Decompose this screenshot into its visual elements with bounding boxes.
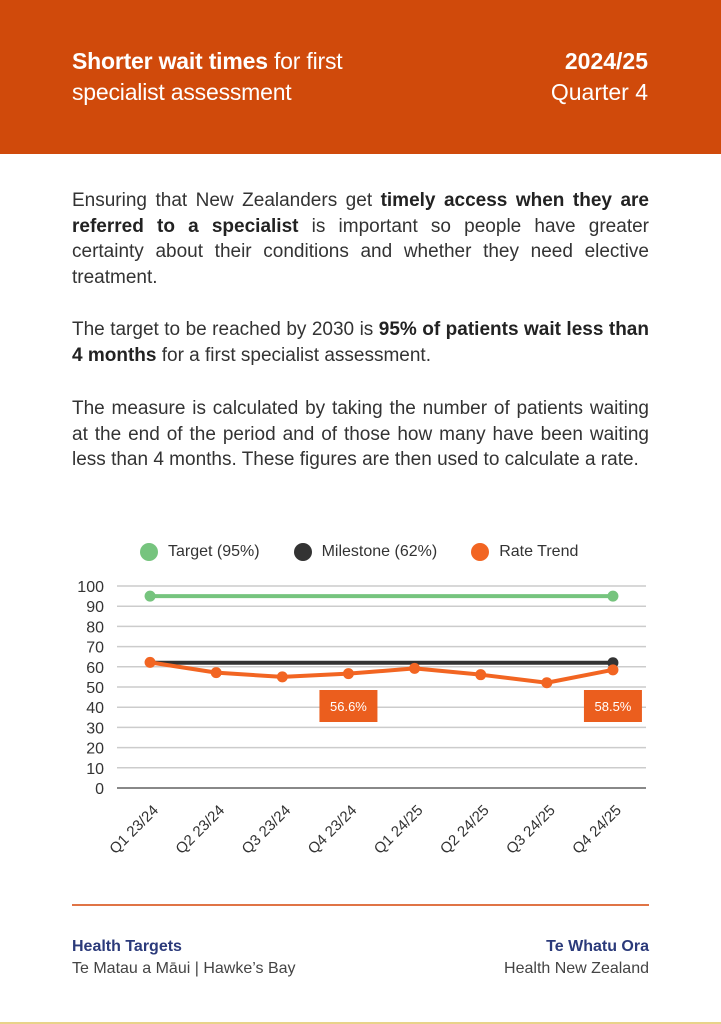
chart-legend: Target (95%) Milestone (62%) Rate Trend <box>140 540 612 564</box>
legend-dot-target-icon <box>140 543 158 561</box>
p2-text-end: for a first specialist assessment. <box>156 344 431 366</box>
period-year: 2024/25 <box>564 48 648 74</box>
legend-label-target: Target (95%) <box>168 543 260 560</box>
data-label-box <box>319 690 378 722</box>
footer-left-sub: Te Matau a Māui | Hawke’s Bay <box>72 960 296 977</box>
x-tick-label: Q4 24/25 <box>569 802 625 858</box>
p1-text-end: is important so people have greater cert… <box>72 215 649 288</box>
data-point <box>144 590 156 602</box>
y-tick-label: 60 <box>86 660 104 677</box>
data-point <box>409 662 421 674</box>
footer-left: Health Targets Te Matau a Māui | Hawke’s… <box>72 936 296 980</box>
footer-right-sub: Health New Zealand <box>504 960 649 977</box>
y-tick-label: 10 <box>86 761 104 778</box>
p2-bold: 95% of patients wait less than 4 months <box>72 319 649 366</box>
footer-right: Te Whatu Ora Health New Zealand <box>504 936 649 980</box>
x-tick-label: Q2 24/25 <box>437 802 493 858</box>
x-tick-label: Q2 23/24 <box>172 802 228 858</box>
page-title: Shorter wait times for first specialist … <box>72 46 343 108</box>
legend-item-rate: Rate Trend <box>471 543 578 561</box>
data-point <box>607 664 619 676</box>
intro-paragraph: Ensuring that New Zealanders get timely … <box>72 188 649 290</box>
legend-item-milestone: Milestone (62%) <box>293 543 438 561</box>
y-tick-label: 70 <box>86 640 104 657</box>
data-point <box>342 668 354 680</box>
y-tick-label: 80 <box>86 619 104 636</box>
x-tick-label: Q3 23/24 <box>239 802 295 858</box>
p1-text: Ensuring that New Zealanders get <box>72 190 381 211</box>
data-point <box>475 669 487 681</box>
data-point <box>276 671 288 683</box>
data-point <box>607 590 619 602</box>
y-tick-label: 40 <box>86 700 104 717</box>
footer-divider <box>72 904 649 906</box>
legend-label-milestone: Milestone (62%) <box>321 543 438 560</box>
y-tick-label: 0 <box>95 781 104 798</box>
measure-paragraph: The measure is calculated by taking the … <box>72 398 649 470</box>
legend-item-target: Target (95%) <box>140 543 260 561</box>
title-line2: specialist assessment <box>72 79 292 105</box>
x-tick-label: Q1 23/24 <box>106 802 162 858</box>
legend-dot-rate-icon <box>471 543 490 561</box>
data-point <box>144 656 156 668</box>
data-label-box <box>583 690 642 722</box>
y-tick-label: 100 <box>77 579 104 596</box>
data-label: 58.5% <box>595 699 632 714</box>
legend-label-rate: Rate Trend <box>499 543 579 560</box>
x-tick-label: Q1 24/25 <box>371 802 427 858</box>
page-bottom-rule <box>0 1022 721 1024</box>
y-tick-label: 50 <box>86 680 104 697</box>
p2-text: The target to be reached by 2030 is <box>72 319 379 340</box>
x-tick-label: Q4 23/24 <box>305 802 361 858</box>
title-bold: Shorter wait times <box>72 48 268 74</box>
data-point <box>541 677 553 689</box>
rate-trend-line <box>149 660 614 685</box>
x-tick-label: Q3 24/25 <box>503 802 559 858</box>
y-tick-label: 90 <box>86 599 104 616</box>
target-paragraph: The target to be reached by 2030 is 95% … <box>72 317 649 368</box>
period-quarter: Quarter 4 <box>550 79 648 105</box>
title-rest: for first <box>267 48 343 74</box>
legend-dot-milestone-icon <box>293 543 312 561</box>
y-tick-label: 30 <box>86 720 104 737</box>
data-label: 56.6% <box>330 699 367 714</box>
p1-bold: timely access when they are referred to … <box>72 190 649 237</box>
footer-right-org: Te Whatu Ora <box>546 938 649 955</box>
y-tick-label: 20 <box>86 741 104 758</box>
header-banner: Shorter wait times for first specialist … <box>0 0 721 154</box>
footer-left-org: Health Targets <box>72 938 182 955</box>
data-point <box>210 667 222 679</box>
reporting-period: 2024/25 Quarter 4 <box>551 46 648 108</box>
